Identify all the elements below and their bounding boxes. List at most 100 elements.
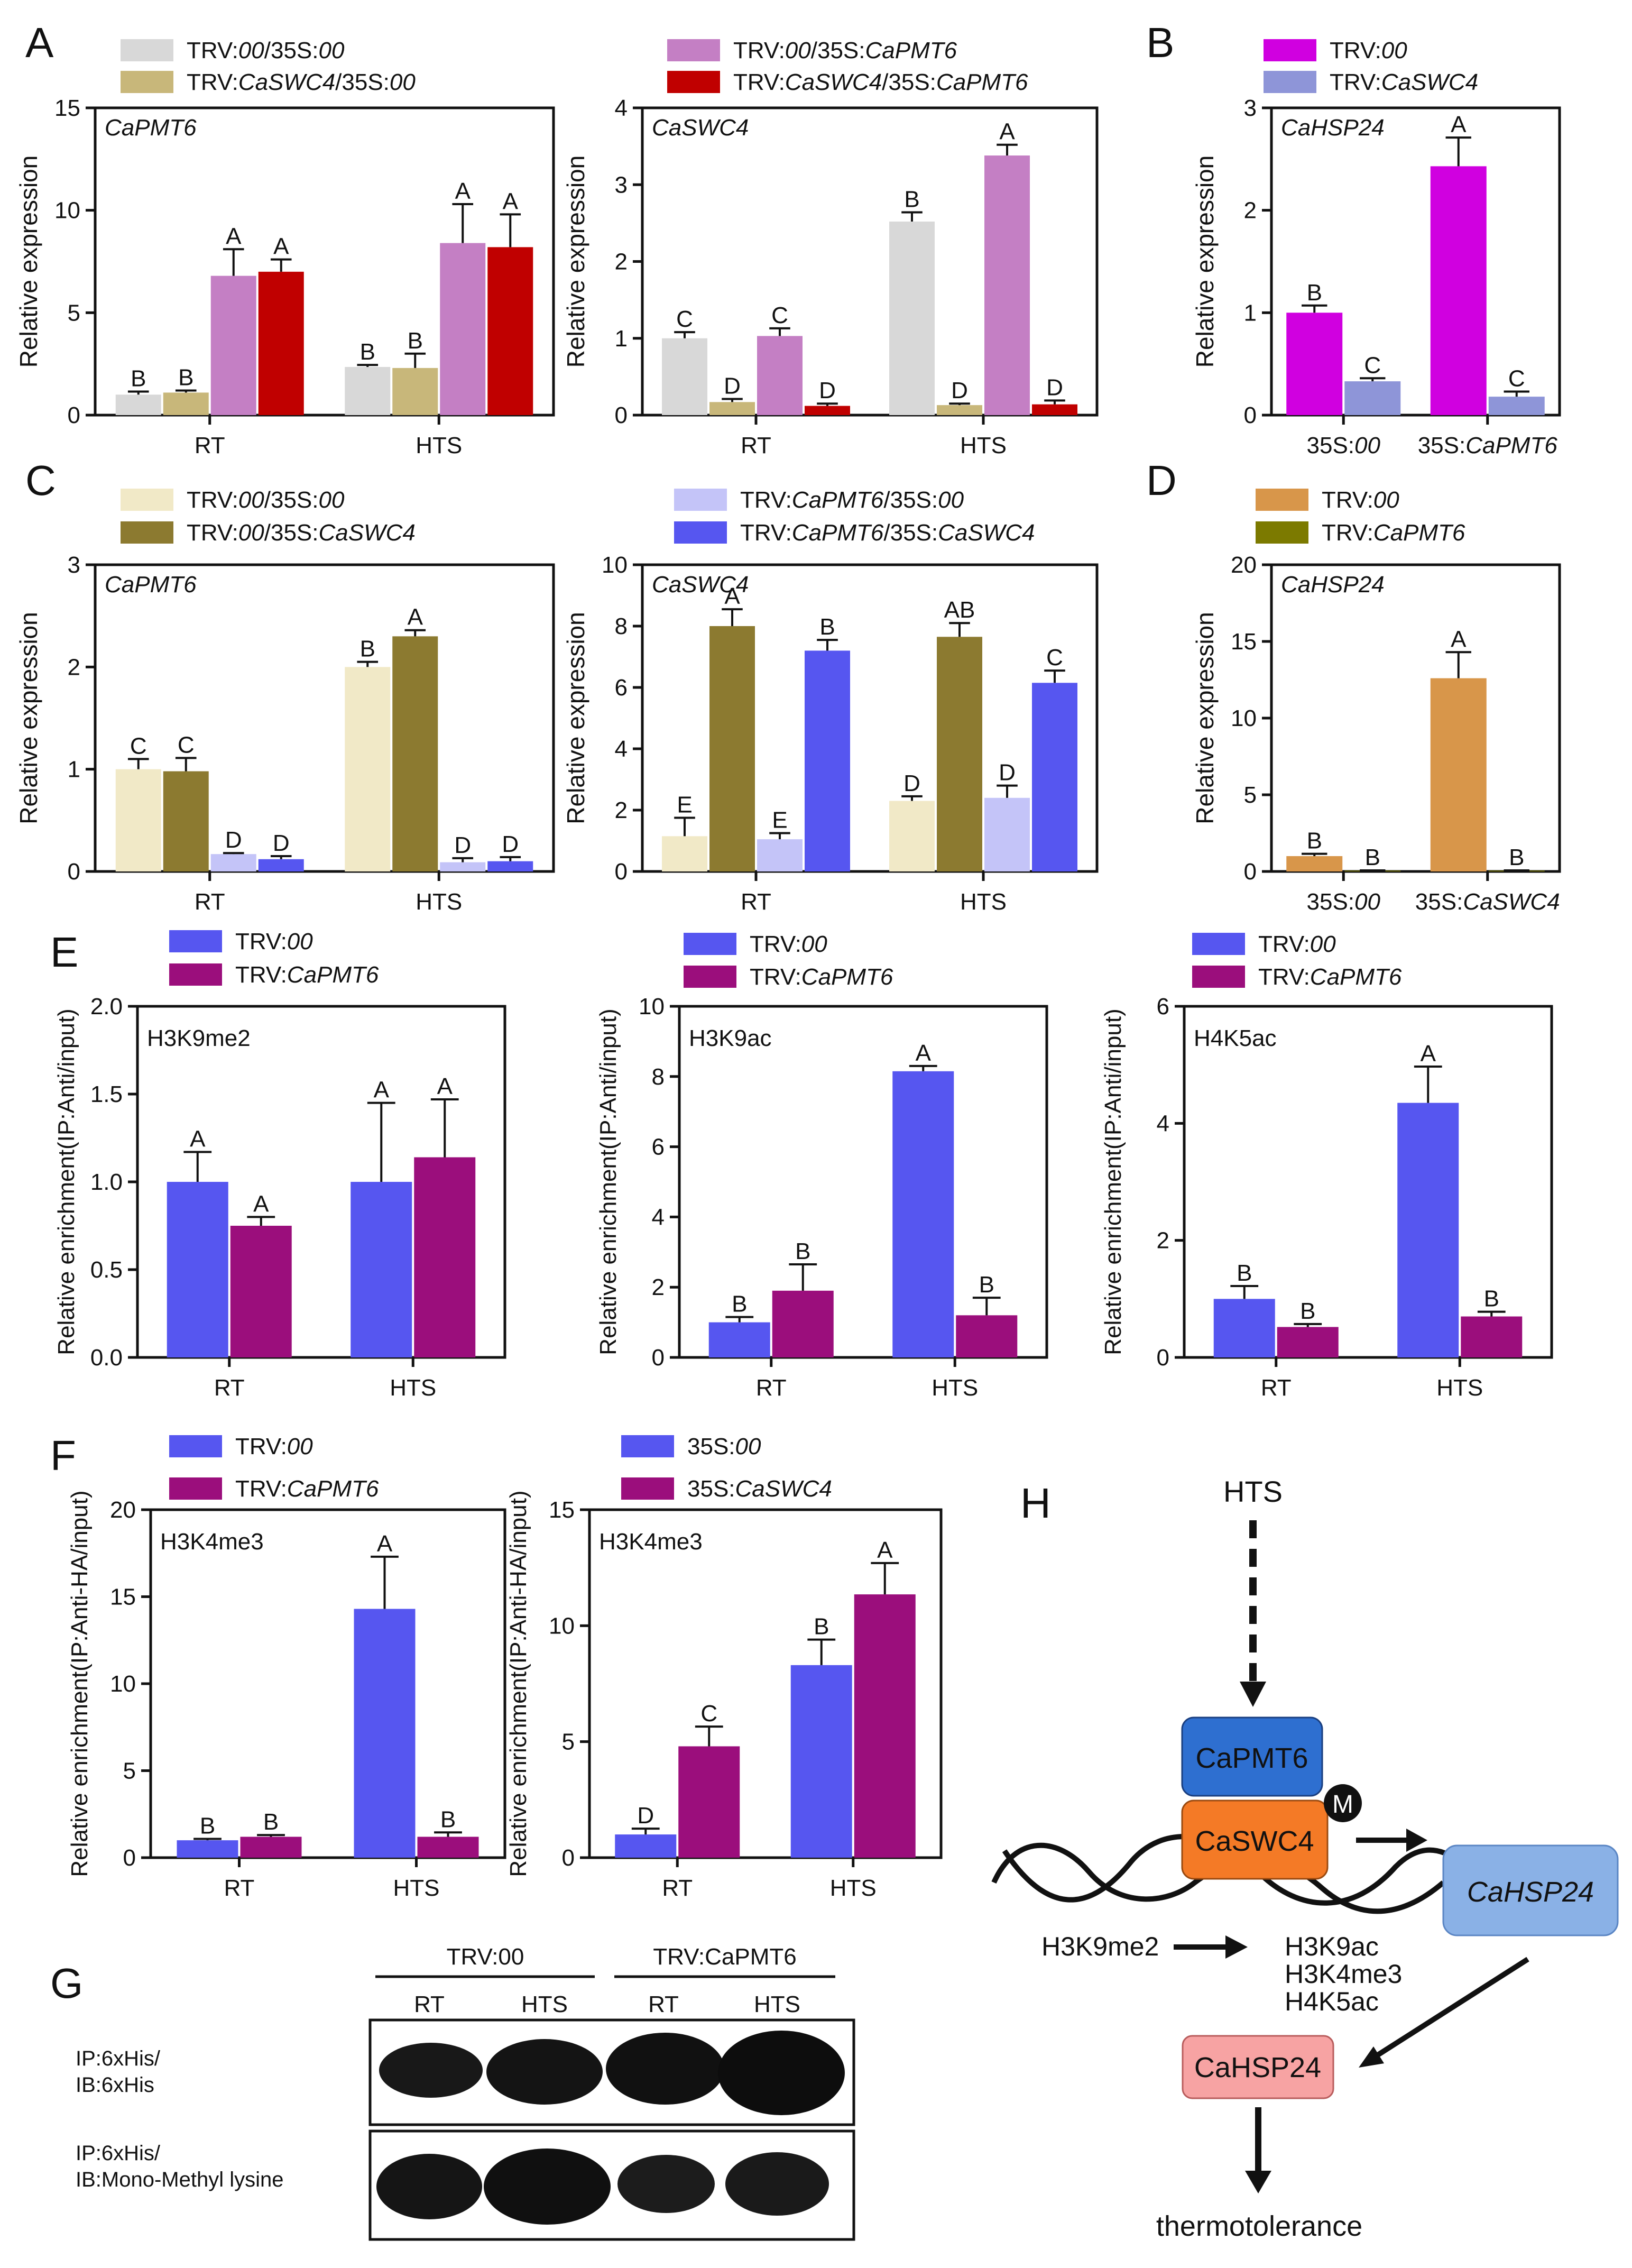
bar (1397, 1103, 1459, 1357)
y-tick-label: 3 (68, 552, 80, 578)
chart-a2: TRV:00/35S:CaPMT6 TRV:CaSWC4/35S:CaPMT6 0 1… (562, 38, 1099, 458)
bar (354, 1609, 416, 1858)
significance-letter: C (676, 306, 693, 332)
bar (757, 839, 803, 871)
chart-f2: 35S:00 35S:CaSWC4 0 5 10 15 Relative enrichmen… (505, 1434, 943, 1901)
legend-swatch (1264, 39, 1316, 61)
significance-letter: A (999, 119, 1015, 145)
bar (889, 221, 935, 415)
bar (487, 861, 533, 871)
y-tick-label: 2.0 (90, 994, 123, 1020)
bar (487, 247, 533, 415)
plot-frame (94, 563, 555, 873)
significance-letter: D (951, 378, 968, 403)
y-tick-label: 6 (615, 675, 628, 701)
significance-letter: C (771, 302, 788, 328)
legend-swatch (674, 489, 727, 511)
bar (662, 836, 707, 871)
y-tick-label: 15 (110, 1584, 136, 1610)
bar (889, 801, 935, 871)
y-axis-label: Relative enrichment(IP:Anti-HA/input) (67, 1490, 93, 1877)
chart-c2: TRV:CaPMT6/35S:00 TRV:CaPMT6/35S:CaSWC4 0 2… (562, 487, 1099, 915)
y-tick-label: 1.5 (90, 1081, 123, 1107)
blot-row1-label-line2: IB:6xHis (76, 2073, 154, 2097)
legend-label: TRV:CaPMT6/35S:00 (740, 487, 964, 513)
y-tick-label: 0 (68, 402, 80, 428)
model-arrow-to-protein (1373, 1957, 1529, 2060)
y-tick-label: 0 (1157, 1345, 1169, 1371)
significance-letter: D (637, 1803, 654, 1829)
model-arrow-to-gene-head (1406, 1829, 1427, 1852)
chart-d: TRV:00 TRV:CaPMT6 0 5 10 15 20 Relative express… (1191, 487, 1561, 915)
bar (414, 1157, 476, 1357)
legend-label: TRV:CaPMT6 (235, 1476, 379, 1502)
x-tick-label: RT (741, 433, 771, 458)
x-tick-label: HTS (960, 433, 1007, 458)
x-tick-label: RT (195, 889, 225, 915)
bar (757, 336, 803, 415)
gene-label: H3K9ac (689, 1025, 772, 1051)
legend-swatch (169, 963, 222, 986)
legend-swatch (1264, 71, 1316, 93)
legend-label: TRV:00/35S:CaPMT6 (733, 38, 957, 63)
bar (258, 271, 304, 415)
legend-swatch (121, 489, 173, 511)
plot-frame (641, 563, 1099, 873)
model-signal-label: HTS (1223, 1475, 1283, 1508)
y-axis-label: Relative enrichment(IP:Anti/input) (595, 1008, 621, 1355)
bar (167, 1182, 228, 1357)
y-tick-label: 8 (652, 1064, 665, 1090)
significance-letter: D (273, 830, 290, 856)
gene-label: CaPMT6 (105, 572, 197, 598)
significance-letter: B (408, 328, 423, 354)
chart-f1: TRV:00 TRV:CaPMT6 0 5 10 15 20 Relative enrichm… (67, 1434, 506, 1901)
chart-a1: TRV:00/35S:00 TRV:CaSWC4/35S:00 0 5 10 15 Rela… (15, 38, 555, 458)
y-tick-label: 2 (615, 249, 628, 275)
significance-letter: B (795, 1238, 810, 1264)
y-tick-label: 6 (1157, 994, 1169, 1020)
gene-label: CaSWC4 (652, 115, 749, 141)
y-tick-label: 0.5 (90, 1257, 123, 1283)
legend-swatch (169, 1477, 222, 1500)
significance-letter: A (273, 234, 289, 260)
y-tick-label: 8 (615, 613, 628, 639)
bar (440, 862, 486, 871)
bar (1461, 1316, 1523, 1357)
bar (230, 1226, 292, 1357)
bar (1488, 397, 1545, 415)
model-mark-to-2: H3K4me3 (1285, 1959, 1402, 1989)
bar (854, 1594, 916, 1858)
legend-swatch (169, 1435, 222, 1457)
x-tick-label: 35S:CaPMT6 (1418, 433, 1558, 458)
blot-band-row2-lane4 (725, 2152, 829, 2216)
significance-letter: B (979, 1272, 994, 1298)
bar (1032, 404, 1077, 415)
model-chromatin (991, 1842, 1445, 1914)
significance-letter: A (253, 1191, 269, 1217)
bar (805, 650, 850, 871)
bar (772, 1290, 834, 1357)
chart-b: TRV:00 TRV:CaSWC4 0 1 2 3 Relative expression C… (1191, 38, 1561, 458)
legend-swatch (1256, 521, 1308, 544)
significance-letter: A (408, 604, 423, 630)
significance-letter: A (877, 1537, 893, 1563)
y-axis-label: Relative enrichment(IP:Anti/input) (53, 1008, 79, 1355)
x-tick-label: 35S:CaSWC4 (1415, 889, 1560, 915)
blot-band-row1-lane1 (379, 2043, 483, 2098)
significance-letter: B (1509, 844, 1524, 870)
x-tick-label: HTS (830, 1875, 877, 1901)
bar (1344, 381, 1401, 415)
panel-letter-c: C (25, 457, 56, 504)
blot-band-row2-lane3 (617, 2155, 715, 2213)
bar (615, 1834, 677, 1858)
significance-letter: B (1307, 280, 1322, 306)
blot-row2-label-line1: IP:6xHis/ (76, 2142, 161, 2165)
blot-band-row1-lane2 (486, 2039, 603, 2105)
y-tick-label: 2 (1157, 1228, 1169, 1254)
x-tick-label: HTS (416, 433, 462, 458)
y-tick-label: 5 (68, 300, 80, 326)
blot-band-row1-lane3 (606, 2033, 724, 2105)
significance-letter: A (916, 1040, 932, 1066)
bar (1032, 683, 1077, 871)
y-tick-label: 0 (615, 402, 628, 428)
